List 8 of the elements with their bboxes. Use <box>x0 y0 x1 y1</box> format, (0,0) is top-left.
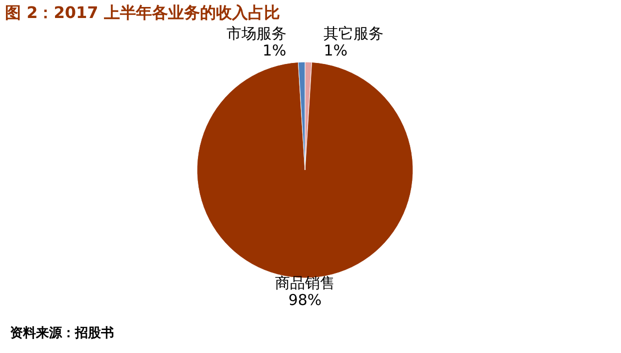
slice-label: 商品销售 <box>275 274 335 292</box>
data-label: 1% <box>262 41 286 60</box>
text: 资料来源：招股书 <box>10 326 114 341</box>
chart-title: 图 2：2017 上半年各业务的收入占比 <box>5 3 280 22</box>
data-label: 1% <box>324 41 348 60</box>
slice-label: 其它服务 <box>324 24 384 42</box>
data-label: 98% <box>288 291 322 309</box>
slice-label: 市场服务 <box>226 24 286 42</box>
